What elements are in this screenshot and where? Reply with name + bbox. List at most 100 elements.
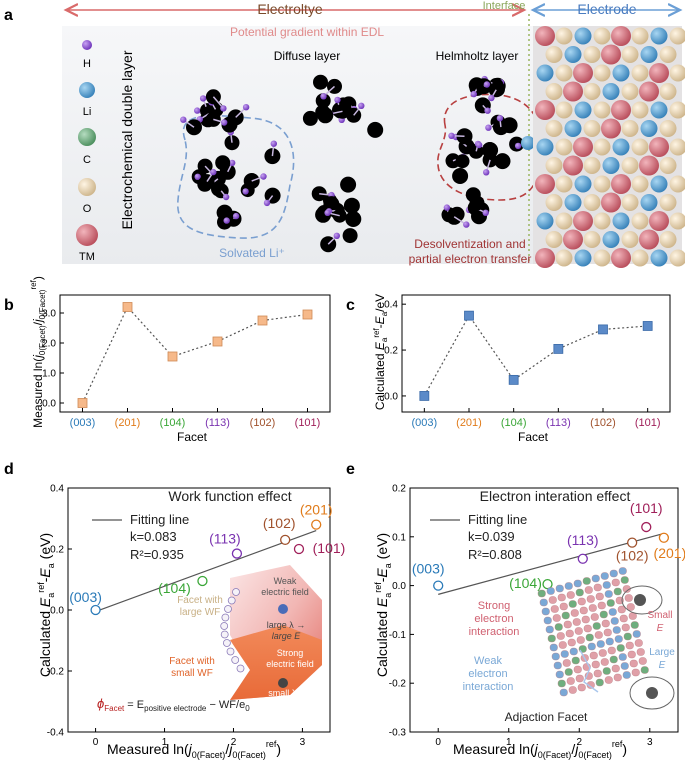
surface-rod [566,591,575,599]
x-tick-label: (003) [411,417,437,429]
surface-rod [557,679,566,688]
surface-rod [573,579,582,588]
inset-large-ea-2: E [659,660,666,671]
surface-rod [631,668,640,677]
lattice-atom [612,64,630,82]
surface-rod [560,650,569,658]
x-tick-label: 3 [647,737,653,748]
electron-icon [232,588,240,596]
lattice-atom [601,118,621,139]
panel-e-title: Electron interation effect [480,488,631,504]
lattice-atom [631,64,649,82]
lattice-atom [593,27,611,45]
lattice-atom [545,194,563,211]
lattice-atom [669,64,685,82]
hydrogen-atom [484,107,491,114]
legend-li-label: Li [83,106,92,118]
inset-small-ea-2: E [657,623,664,634]
lattice-atom [545,157,563,174]
panel-e-label: e [346,461,355,478]
data-marker [302,309,313,320]
x-tick-label: (104) [501,417,527,429]
molecule-clusters [180,74,535,253]
surface-rod-array [537,567,649,697]
electron-icon [226,647,235,656]
plot-frame [59,294,331,413]
lattice-atom [545,231,563,248]
lattice-atom [631,175,649,193]
lattice-atom [631,212,649,230]
x-tick-label: 1 [506,737,512,748]
data-point [293,543,305,555]
data-point-label: (113) [567,532,599,548]
lattice-atom [611,248,631,268]
data-marker [642,321,653,331]
data-marker [167,351,178,362]
data-point-label: (113) [209,531,241,547]
surface-rod [611,578,620,587]
surface-rod [624,594,633,602]
molecule-atom [367,121,384,138]
data-marker [212,336,223,347]
y-tick-label: 1.0 [42,369,56,380]
lattice-atom [649,137,669,157]
lattice-atom [555,212,573,230]
lattice-atom [536,212,554,230]
lattice-atom [583,231,601,248]
lattice-atom [659,83,677,100]
surface-rod [571,656,580,665]
panel-c-label: c [346,297,355,314]
lattice-atom [649,211,669,231]
solvated-li-shell [177,114,295,239]
surface-rod [595,678,604,687]
x-tick-label: (102) [590,417,616,429]
surface-rod [568,600,577,608]
y-tick-label: -0.2 [389,679,407,690]
diffuse-layer-label: Diffuse layer [274,49,340,63]
inset-strong-e-3: interaction [469,626,520,638]
data-point-label: (101) [313,540,346,556]
data-point [627,537,638,548]
weak-field-electron-icon [278,604,288,614]
hydrogen-atom [320,93,327,100]
lattice-atom [536,64,554,82]
molecule-atom [494,153,511,170]
inset-strong-2: electric field [266,659,314,669]
panel-d-label: d [4,461,14,478]
surface-rod [594,631,603,639]
surface-rod [585,633,594,642]
data-point [311,519,322,530]
surface-rod [554,623,563,631]
lattice-atom [611,174,631,194]
surface-rod [610,617,619,625]
lattice-atom [564,46,582,63]
lattice-atom [640,194,658,211]
surface-rod [630,621,639,629]
hydrogen-atom [485,124,492,131]
surface-rod [602,667,611,675]
surface-rod [591,574,600,583]
lattice-atom [640,46,658,63]
hydrogen-atom [221,119,228,126]
surface-rod [551,652,560,661]
surface-rod [562,659,571,667]
legend-h-label: H [83,58,91,70]
x-tick-label: 0 [435,737,441,748]
surface-rod [553,661,562,670]
lattice-atom [669,175,685,193]
lattice-atom [649,63,669,83]
y-tick-label: 0.2 [384,346,398,357]
large-ea-atom-icon [646,687,658,699]
strong-field-electron-icon [278,678,288,688]
electron-icon [221,613,230,622]
y-tick-label: 0.4 [384,300,398,311]
surface-rod [559,688,568,697]
hydrogen-atom [496,115,504,122]
lattice-atom [650,27,668,45]
x-tick-label: (101) [635,417,661,429]
lattice-atom [602,157,620,174]
lattice-atom [659,46,677,63]
x-tick-label: 1 [162,737,168,748]
surface-rod [566,677,575,685]
surface-rod [584,586,593,594]
